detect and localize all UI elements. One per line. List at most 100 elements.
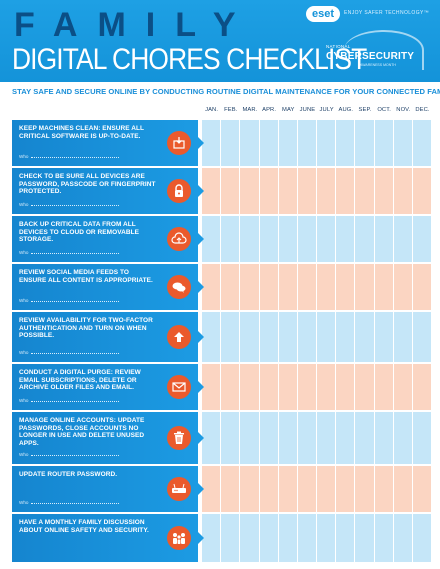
month-check-cell[interactable] [412, 264, 432, 310]
who-field[interactable]: Who [19, 452, 120, 457]
month-check-cell[interactable] [374, 412, 393, 464]
who-blank-line[interactable] [31, 455, 120, 456]
who-field[interactable]: Who [19, 202, 120, 207]
who-blank-line[interactable] [31, 301, 120, 302]
month-check-cell[interactable] [202, 412, 221, 464]
month-check-cell[interactable] [297, 120, 317, 166]
month-check-cell[interactable] [221, 120, 240, 166]
who-blank-line[interactable] [31, 401, 120, 402]
month-check-cell[interactable] [374, 466, 393, 512]
month-check-cell[interactable] [297, 264, 317, 310]
month-check-cell[interactable] [317, 216, 336, 262]
month-check-cell[interactable] [374, 312, 393, 362]
month-check-cell[interactable] [393, 514, 412, 562]
month-check-cell[interactable] [317, 412, 336, 464]
month-check-cell[interactable] [297, 466, 317, 512]
month-check-cell[interactable] [202, 216, 221, 262]
month-check-cell[interactable] [355, 120, 374, 166]
month-check-cell[interactable] [240, 466, 259, 512]
month-check-cell[interactable] [297, 168, 317, 214]
month-check-cell[interactable] [221, 312, 240, 362]
month-check-cell[interactable] [240, 168, 259, 214]
month-check-cell[interactable] [355, 514, 374, 562]
month-check-cell[interactable] [278, 466, 297, 512]
month-check-cell[interactable] [259, 216, 278, 262]
month-check-cell[interactable] [412, 412, 432, 464]
month-check-cell[interactable] [259, 514, 278, 562]
month-check-cell[interactable] [202, 120, 221, 166]
month-check-cell[interactable] [221, 364, 240, 410]
month-check-cell[interactable] [221, 264, 240, 310]
month-check-cell[interactable] [336, 412, 355, 464]
month-check-cell[interactable] [393, 264, 412, 310]
month-check-cell[interactable] [393, 466, 412, 512]
month-check-cell[interactable] [374, 514, 393, 562]
month-check-cell[interactable] [221, 514, 240, 562]
month-check-cell[interactable] [412, 216, 432, 262]
who-blank-line[interactable] [31, 157, 120, 158]
month-check-cell[interactable] [240, 216, 259, 262]
month-check-cell[interactable] [412, 514, 432, 562]
month-check-cell[interactable] [355, 264, 374, 310]
month-check-cell[interactable] [202, 264, 221, 310]
month-check-cell[interactable] [259, 264, 278, 310]
month-check-cell[interactable] [374, 120, 393, 166]
month-check-cell[interactable] [336, 168, 355, 214]
month-check-cell[interactable] [336, 216, 355, 262]
month-check-cell[interactable] [393, 364, 412, 410]
month-check-cell[interactable] [412, 120, 432, 166]
month-check-cell[interactable] [412, 312, 432, 362]
month-check-cell[interactable] [278, 412, 297, 464]
month-check-cell[interactable] [240, 264, 259, 310]
month-check-cell[interactable] [355, 364, 374, 410]
month-check-cell[interactable] [336, 466, 355, 512]
month-check-cell[interactable] [317, 364, 336, 410]
month-check-cell[interactable] [259, 364, 278, 410]
month-check-cell[interactable] [336, 514, 355, 562]
month-check-cell[interactable] [393, 120, 412, 166]
month-check-cell[interactable] [221, 412, 240, 464]
month-check-cell[interactable] [393, 168, 412, 214]
month-check-cell[interactable] [393, 312, 412, 362]
month-check-cell[interactable] [240, 514, 259, 562]
month-check-cell[interactable] [412, 364, 432, 410]
month-check-cell[interactable] [297, 216, 317, 262]
who-blank-line[interactable] [31, 253, 120, 254]
month-check-cell[interactable] [336, 264, 355, 310]
month-check-cell[interactable] [259, 312, 278, 362]
month-check-cell[interactable] [374, 364, 393, 410]
month-check-cell[interactable] [278, 120, 297, 166]
month-check-cell[interactable] [240, 412, 259, 464]
month-check-cell[interactable] [317, 514, 336, 562]
who-field[interactable]: Who [19, 250, 120, 255]
month-check-cell[interactable] [317, 168, 336, 214]
month-check-cell[interactable] [393, 216, 412, 262]
month-check-cell[interactable] [393, 412, 412, 464]
month-check-cell[interactable] [297, 312, 317, 362]
who-field[interactable]: Who [19, 298, 120, 303]
who-blank-line[interactable] [31, 353, 120, 354]
month-check-cell[interactable] [202, 466, 221, 512]
month-check-cell[interactable] [412, 466, 432, 512]
month-check-cell[interactable] [278, 168, 297, 214]
month-check-cell[interactable] [317, 120, 336, 166]
month-check-cell[interactable] [317, 264, 336, 310]
month-check-cell[interactable] [317, 466, 336, 512]
month-check-cell[interactable] [355, 412, 374, 464]
month-check-cell[interactable] [412, 168, 432, 214]
month-check-cell[interactable] [221, 168, 240, 214]
month-check-cell[interactable] [278, 364, 297, 410]
month-check-cell[interactable] [355, 168, 374, 214]
month-check-cell[interactable] [336, 120, 355, 166]
month-check-cell[interactable] [202, 514, 221, 562]
month-check-cell[interactable] [336, 312, 355, 362]
who-field[interactable]: Who [19, 398, 120, 403]
month-check-cell[interactable] [202, 168, 221, 214]
month-check-cell[interactable] [259, 168, 278, 214]
month-check-cell[interactable] [355, 312, 374, 362]
month-check-cell[interactable] [374, 216, 393, 262]
month-check-cell[interactable] [278, 216, 297, 262]
month-check-cell[interactable] [221, 466, 240, 512]
month-check-cell[interactable] [297, 514, 317, 562]
who-blank-line[interactable] [31, 503, 120, 504]
